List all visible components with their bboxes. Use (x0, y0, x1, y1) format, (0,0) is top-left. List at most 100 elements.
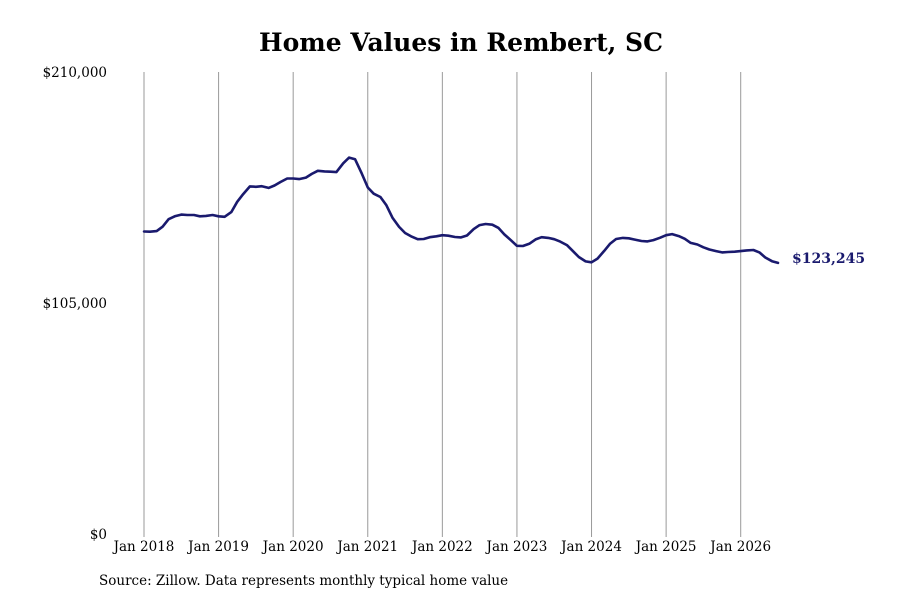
data-point (367, 186, 369, 188)
data-point (174, 215, 176, 217)
data-point (447, 235, 449, 237)
data-point (404, 232, 406, 234)
data-point (292, 177, 294, 179)
data-point (186, 214, 188, 216)
data-point (746, 249, 748, 251)
data-point (497, 227, 499, 229)
data-point (528, 242, 530, 244)
y-tick-label: $0 (90, 527, 107, 543)
x-tick-label: Jan 2022 (410, 539, 473, 555)
data-point (348, 156, 350, 158)
data-point (423, 238, 425, 240)
x-tick-label: Jan 2021 (335, 539, 398, 555)
y-tick-label: $210,000 (43, 65, 107, 81)
data-point (267, 187, 269, 189)
data-point (286, 177, 288, 179)
data-point (217, 215, 219, 217)
data-point (323, 170, 325, 172)
x-tick-label: Jan 2023 (485, 539, 548, 555)
data-point (522, 245, 524, 247)
data-point (391, 216, 393, 218)
data-point (149, 231, 151, 233)
data-point (652, 239, 654, 241)
data-point (752, 249, 754, 251)
data-point (628, 237, 630, 239)
series-line (142, 156, 780, 265)
data-point (559, 240, 561, 242)
data-point (715, 250, 717, 252)
data-point (454, 236, 456, 238)
data-point (236, 201, 238, 203)
data-point (622, 237, 624, 239)
data-point (193, 214, 195, 216)
data-point (540, 236, 542, 238)
data-point (615, 238, 617, 240)
data-point (156, 230, 158, 232)
data-point (634, 238, 636, 240)
data-point (566, 244, 568, 246)
data-point (678, 235, 680, 237)
data-point (373, 193, 375, 195)
last-value-label: $123,245 (792, 251, 865, 267)
data-point (441, 234, 443, 236)
data-point (740, 250, 742, 252)
data-point (161, 226, 163, 228)
data-point (771, 260, 773, 262)
data-point (696, 243, 698, 245)
data-point (727, 251, 729, 253)
data-point (167, 218, 169, 220)
data-point (491, 224, 493, 226)
data-point (534, 238, 536, 240)
data-point (410, 235, 412, 237)
data-point (435, 235, 437, 237)
chart-title: Home Values in Rembert, SC (259, 28, 663, 57)
data-point (398, 226, 400, 228)
data-point (466, 234, 468, 236)
x-tick-label: Jan 2024 (559, 539, 622, 555)
data-point (646, 240, 648, 242)
data-point (317, 170, 319, 172)
data-point (143, 230, 145, 232)
data-point (199, 215, 201, 217)
data-point (273, 184, 275, 186)
data-point (684, 238, 686, 240)
data-point (721, 251, 723, 253)
data-point (659, 237, 661, 239)
data-point (584, 260, 586, 262)
axis-labels: Jan 2018 Jan 2019 Jan 2020 Jan 2021 Jan 2022… (43, 65, 772, 555)
data-point (329, 171, 331, 173)
data-point (342, 162, 344, 164)
x-tick-label: Jan 2026 (708, 539, 771, 555)
data-point (361, 172, 363, 174)
data-point (665, 234, 667, 236)
data-point (305, 176, 307, 178)
data-point (484, 223, 486, 225)
data-point (242, 193, 244, 195)
data-point (354, 158, 356, 160)
data-point (279, 181, 281, 183)
x-tick-label: Jan 2019 (186, 539, 249, 555)
series-layer: $123,245 (142, 156, 865, 267)
data-point (516, 245, 518, 247)
data-point (764, 256, 766, 258)
data-point (385, 204, 387, 206)
source-note: Source: Zillow. Data represents monthly … (99, 573, 509, 589)
data-point (553, 238, 555, 240)
data-point (640, 240, 642, 242)
data-point (578, 256, 580, 258)
data-point (547, 237, 549, 239)
data-point (758, 251, 760, 253)
data-point (734, 251, 736, 253)
x-tick-label: Jan 2025 (634, 539, 697, 555)
data-point (249, 185, 251, 187)
data-point (223, 216, 225, 218)
data-point (671, 233, 673, 235)
data-point (609, 242, 611, 244)
data-point (261, 185, 263, 187)
data-point (603, 250, 605, 252)
data-point (510, 239, 512, 241)
data-point (205, 215, 207, 217)
data-point (230, 211, 232, 213)
data-point (298, 178, 300, 180)
data-point (503, 233, 505, 235)
